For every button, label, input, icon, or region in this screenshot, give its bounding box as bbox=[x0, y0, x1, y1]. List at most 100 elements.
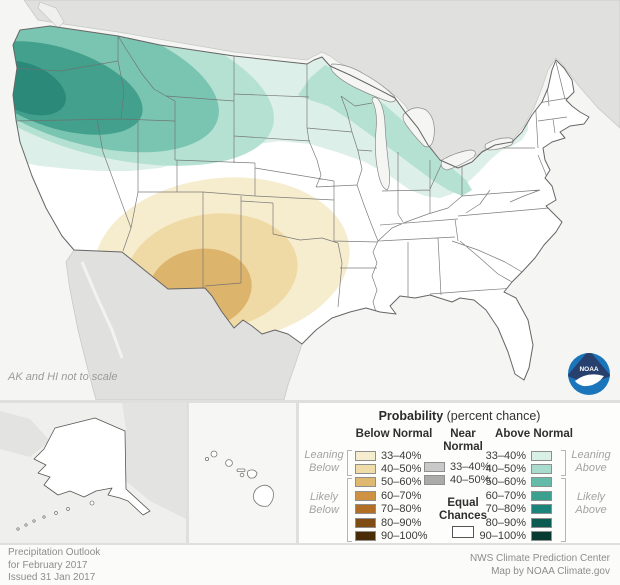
conus-map: AK and HI not to scale NOAA bbox=[0, 0, 620, 401]
legend-swatch bbox=[531, 490, 552, 501]
legend-row: 60–70% bbox=[355, 489, 428, 502]
legend-row: 33–40% bbox=[424, 460, 490, 473]
legend-row: 90–100% bbox=[478, 529, 552, 542]
ak-hi-note: AK and HI not to scale bbox=[7, 371, 117, 383]
legend-title-suffix: (percent chance) bbox=[443, 409, 541, 423]
conus-outline bbox=[12, 25, 590, 381]
legend-range-label: 90–100% bbox=[381, 530, 428, 543]
legend-bracket-leaning-above bbox=[561, 450, 566, 476]
legend-swatch bbox=[355, 450, 376, 461]
conus-map-svg: AK and HI not to scale NOAA bbox=[0, 0, 620, 401]
legend-header-below-normal: Below Normal bbox=[355, 428, 433, 440]
alaska-inset-svg bbox=[0, 403, 186, 531]
legend-row: 80–90% bbox=[478, 516, 552, 529]
legend-swatch bbox=[355, 531, 376, 542]
legend-swatch bbox=[531, 464, 552, 475]
legend-swatch bbox=[424, 475, 445, 486]
footer-line: for February 2017 bbox=[8, 559, 88, 571]
legend-range-label: 40–50% bbox=[450, 474, 491, 487]
lake-huron bbox=[402, 107, 435, 148]
legend-row: 40–50% bbox=[478, 462, 552, 475]
legend-row: 60–70% bbox=[478, 489, 552, 502]
lake-michigan bbox=[371, 96, 391, 191]
legend-rows-near: 33–40% 40–50% bbox=[424, 460, 490, 487]
legend-range-label: 50–60% bbox=[381, 476, 422, 489]
legend-range-label: 70–80% bbox=[485, 503, 526, 516]
legend-row: 33–40% bbox=[478, 449, 552, 462]
footer-line: NWS Climate Prediction Center bbox=[469, 553, 610, 564]
aleutian-islands bbox=[16, 500, 95, 531]
noaa-logo: NOAA bbox=[568, 353, 610, 395]
footer-right-text: NWS Climate Prediction Center Map by NOAA… bbox=[470, 553, 610, 578]
alaska-inset bbox=[0, 403, 186, 543]
legend-range-label: 90–100% bbox=[479, 530, 527, 543]
legend-range-label: 80–90% bbox=[485, 516, 526, 529]
legend-row: 50–60% bbox=[355, 476, 428, 489]
legend: Probability (percent chance) Below Norma… bbox=[299, 403, 620, 543]
footer-line: Precipitation Outlook bbox=[8, 547, 101, 558]
legend-row: 70–80% bbox=[478, 503, 552, 516]
legend-swatch bbox=[531, 531, 552, 542]
legend-swatch bbox=[531, 517, 552, 528]
legend-equal-chances-swatch bbox=[452, 526, 474, 538]
legend-row: 40–50% bbox=[355, 462, 428, 475]
legend-rows-below: 33–40% 40–50% 50–60% 60–70% 70–80% 80–90% 90–1… bbox=[355, 449, 428, 543]
russia-land bbox=[0, 411, 50, 457]
legend-swatch bbox=[531, 477, 552, 488]
hawaii-inset-svg bbox=[204, 450, 274, 507]
legend-swatch bbox=[355, 504, 376, 515]
legend-swatch bbox=[355, 464, 376, 475]
legend-range-label: 40–50% bbox=[485, 463, 526, 476]
legend-title-bold: Probability bbox=[378, 409, 444, 423]
legend-range-label: 70–80% bbox=[381, 503, 422, 516]
legend-range-label: 60–70% bbox=[381, 489, 422, 502]
bottom-panels: Probability (percent chance) Below Norma… bbox=[0, 403, 620, 543]
noaa-logo-text: NOAA bbox=[579, 366, 598, 373]
legend-equal-chances-label: Equal Chances bbox=[439, 497, 487, 522]
legend-group-likely-above: Likely Above bbox=[575, 491, 607, 516]
hawaii-inset bbox=[189, 403, 296, 543]
legend-swatch bbox=[355, 490, 376, 501]
state-borders bbox=[13, 35, 575, 313]
legend-row: 40–50% bbox=[424, 473, 490, 486]
footer-line: Issued 31 Jan 2017 bbox=[8, 572, 96, 583]
legend-group-leaning-above: Leaning Above bbox=[571, 449, 611, 474]
legend-row: 80–90% bbox=[355, 516, 428, 529]
lake-erie bbox=[440, 149, 476, 171]
footer: Precipitation Outlook for February 2017 Is… bbox=[0, 545, 620, 585]
legend-swatch bbox=[355, 477, 376, 488]
legend-range-label: 50–60% bbox=[485, 476, 526, 489]
alaska-shape bbox=[33, 417, 151, 516]
legend-range-label: 80–90% bbox=[381, 516, 422, 529]
legend-title: Probability (percent chance) bbox=[299, 409, 620, 423]
noaa-logo-bird-icon bbox=[575, 374, 604, 387]
legend-rows-above: 33–40% 40–50% 50–60% 60–70% 70–80% 80–90% 90–1… bbox=[478, 449, 552, 543]
legend-bracket-leaning-below bbox=[347, 450, 352, 476]
gulf-of-california bbox=[80, 261, 124, 359]
legend-header-near-normal: Near Normal bbox=[443, 428, 483, 453]
legend-header-above-normal: Above Normal bbox=[495, 428, 573, 440]
legend-row: 70–80% bbox=[355, 503, 428, 516]
legend-swatch bbox=[424, 461, 445, 472]
legend-range-label: 40–50% bbox=[381, 463, 422, 476]
legend-group-leaning-below: Leaning Below bbox=[304, 449, 344, 474]
band-above-70-80 bbox=[13, 60, 66, 116]
legend-row: 50–60% bbox=[478, 476, 552, 489]
legend-range-label: 33–40% bbox=[450, 460, 491, 473]
legend-group-likely-below: Likely Below bbox=[309, 491, 339, 516]
footer-line: Map by NOAA Climate.gov bbox=[491, 565, 610, 577]
canada-land-ak bbox=[122, 403, 186, 519]
legend-range-label: 33–40% bbox=[381, 449, 422, 462]
legend-bracket-likely-below bbox=[347, 478, 352, 542]
legend-range-label: 60–70% bbox=[485, 489, 526, 502]
footer-left-text: Precipitation Outlook for February 2017 Is… bbox=[8, 547, 100, 585]
legend-range-label: 33–40% bbox=[485, 449, 526, 462]
legend-row: 90–100% bbox=[355, 529, 428, 542]
hawaii-islands bbox=[204, 450, 274, 507]
legend-row: 33–40% bbox=[355, 449, 428, 462]
legend-swatch bbox=[531, 504, 552, 515]
legend-swatch bbox=[355, 517, 376, 528]
legend-bracket-likely-above bbox=[561, 478, 566, 542]
legend-swatch bbox=[531, 450, 552, 461]
